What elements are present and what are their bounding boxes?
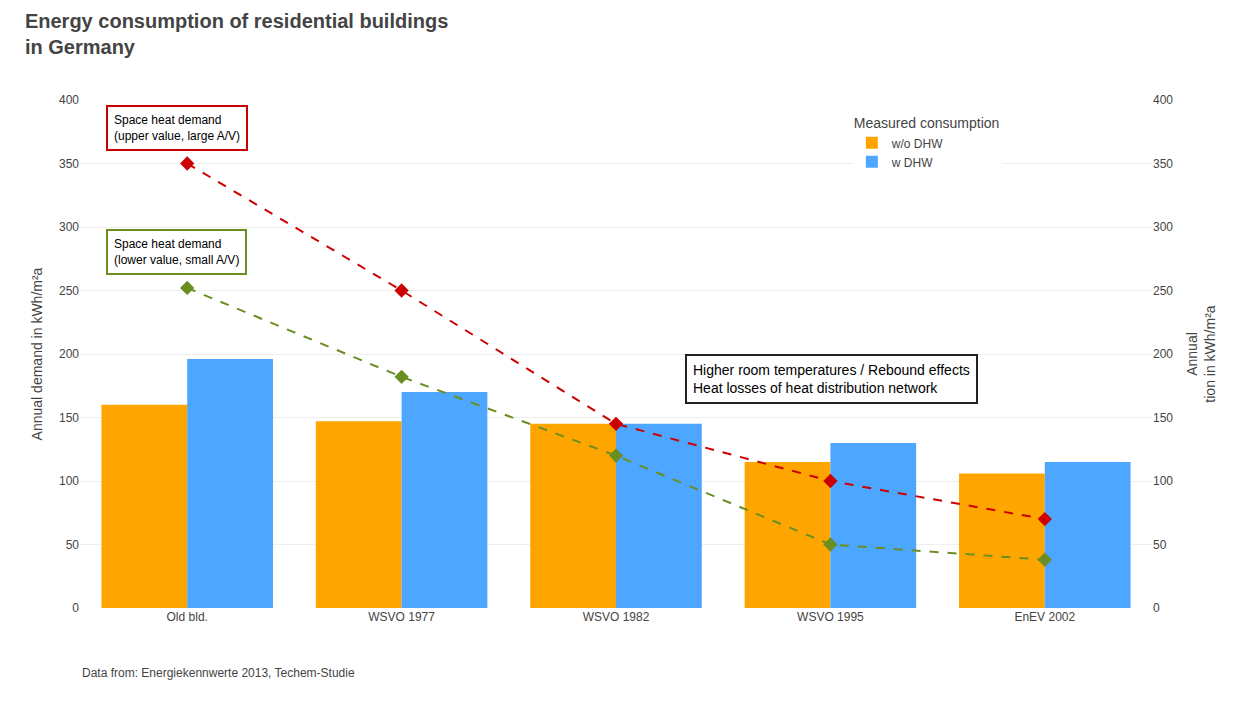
svg-text:Measured consumption: Measured consumption: [854, 115, 1000, 131]
svg-text:Energy consumption of resident: Energy consumption of residential buildi…: [25, 10, 448, 58]
svg-text:WSVO 1995: WSVO 1995: [797, 610, 864, 624]
svg-text:400: 400: [59, 93, 79, 107]
svg-text:150: 150: [1153, 411, 1173, 425]
svg-text:Annualtion in kWh/m²a: Annualtion in kWh/m²a: [1184, 305, 1218, 402]
svg-text:100: 100: [59, 474, 79, 488]
svg-text:Space heat demand(upper value,: Space heat demand(upper value, large A/V…: [114, 113, 240, 143]
svg-text:300: 300: [1153, 220, 1173, 234]
svg-text:Annual demand in kWh/m²a: Annual demand in kWh/m²a: [29, 267, 45, 440]
svg-text:250: 250: [59, 284, 79, 298]
svg-text:Data from: Energiekennwerte 20: Data from: Energiekennwerte 2013, Techem…: [82, 666, 355, 680]
svg-text:Space heat demand(lower value,: Space heat demand(lower value, small A/V…: [114, 237, 239, 267]
svg-text:50: 50: [66, 538, 80, 552]
svg-text:200: 200: [1153, 347, 1173, 361]
svg-text:w DHW: w DHW: [891, 156, 933, 170]
svg-text:350: 350: [59, 157, 79, 171]
svg-text:300: 300: [59, 220, 79, 234]
svg-text:WSVO 1977: WSVO 1977: [368, 610, 435, 624]
svg-text:400: 400: [1153, 93, 1173, 107]
svg-text:250: 250: [1153, 284, 1173, 298]
svg-text:EnEV 2002: EnEV 2002: [1014, 610, 1075, 624]
svg-text:350: 350: [1153, 157, 1173, 171]
svg-text:50: 50: [1153, 538, 1167, 552]
svg-text:Higher room temperatures / Reb: Higher room temperatures / Rebound effec…: [693, 362, 970, 396]
svg-text:100: 100: [1153, 474, 1173, 488]
svg-text:WSVO 1982: WSVO 1982: [583, 610, 650, 624]
svg-text:0: 0: [1153, 601, 1160, 615]
svg-text:150: 150: [59, 411, 79, 425]
svg-text:0: 0: [72, 601, 79, 615]
svg-text:w/o DHW: w/o DHW: [891, 137, 943, 151]
svg-text:Old bld.: Old bld.: [167, 610, 208, 624]
svg-text:200: 200: [59, 347, 79, 361]
